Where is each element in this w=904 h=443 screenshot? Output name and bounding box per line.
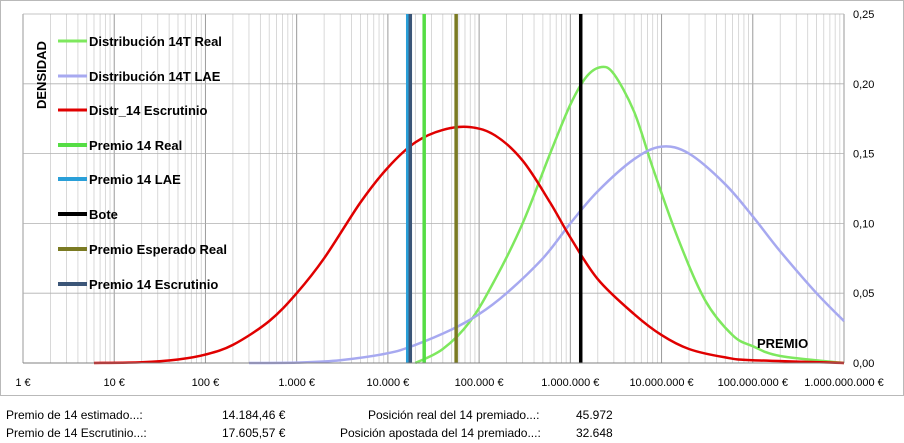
x-axis-label: PREMIO (757, 336, 808, 351)
premio-escrutinio-value: 17.605,57 € (222, 426, 286, 440)
series-curve (93, 125, 845, 365)
series-curve (248, 145, 845, 365)
legend-label: Bote (89, 207, 118, 222)
curves (93, 65, 845, 365)
y-tick-label: 0,10 (853, 218, 874, 230)
premio-estimado-value: 14.184,46 € (222, 408, 286, 422)
x-tick-label: 10.000.000 € (629, 377, 693, 389)
posicion-real-value: 45.972 (576, 408, 613, 422)
density-chart: 1 € 10 € 100 € 1.000 € 10.000 € 100.000 € 1.00… (15, 9, 883, 389)
x-tick-label: 1 € (15, 377, 30, 389)
posicion-apostada-label: Posición apostada del 14 premiado...: (340, 426, 541, 440)
legend-label: Distr_14 Escrutinio (89, 103, 208, 118)
marker-lines (405, 14, 583, 363)
y-tick-label: 0,05 (853, 288, 874, 300)
premio-escrutinio-label: Premio de 14 Escrutinio...: (6, 426, 147, 440)
legend-label: Premio 14 LAE (89, 172, 181, 187)
y-tick-label: 0,15 (853, 149, 874, 161)
x-tick-label: 100.000 € (455, 377, 504, 389)
y-tick-label: 0,25 (853, 9, 874, 21)
chart-frame: 1 € 10 € 100 € 1.000 € 10.000 € 100.000 € 1.00… (0, 0, 904, 396)
axes: 1 € 10 € 100 € 1.000 € 10.000 € 100.000 € 1.00… (15, 9, 883, 389)
y-tick-label: 0,00 (853, 358, 874, 370)
x-tick-label: 1.000 € (278, 377, 315, 389)
y-tick-label: 0,20 (853, 79, 874, 91)
y-axis-label: DENSIDAD (34, 41, 49, 109)
series-curve (414, 65, 845, 365)
posicion-real-label: Posición real del 14 premiado...: (368, 408, 540, 422)
legend-label: Premio Esperado Real (89, 242, 227, 257)
legend-label: Premio 14 Escrutinio (89, 277, 218, 292)
legend-label: Premio 14 Real (89, 138, 182, 153)
legend-label: Distribución 14T Real (89, 34, 222, 49)
x-tick-label: 10 € (104, 377, 125, 389)
legend: Distribución 14T Real Distribución 14T LA… (58, 34, 227, 292)
premio-estimado-label: Premio de 14 estimado...: (6, 408, 143, 422)
posicion-apostada-value: 32.648 (576, 426, 613, 440)
x-tick-label: 1.000.000.000 € (804, 377, 884, 389)
legend-label: Distribución 14T LAE (89, 69, 221, 84)
x-tick-label: 100.000.000 € (718, 377, 788, 389)
x-tick-label: 10.000 € (366, 377, 409, 389)
grid (22, 13, 845, 364)
x-tick-label: 1.000.000 € (541, 377, 599, 389)
x-tick-label: 100 € (192, 377, 220, 389)
